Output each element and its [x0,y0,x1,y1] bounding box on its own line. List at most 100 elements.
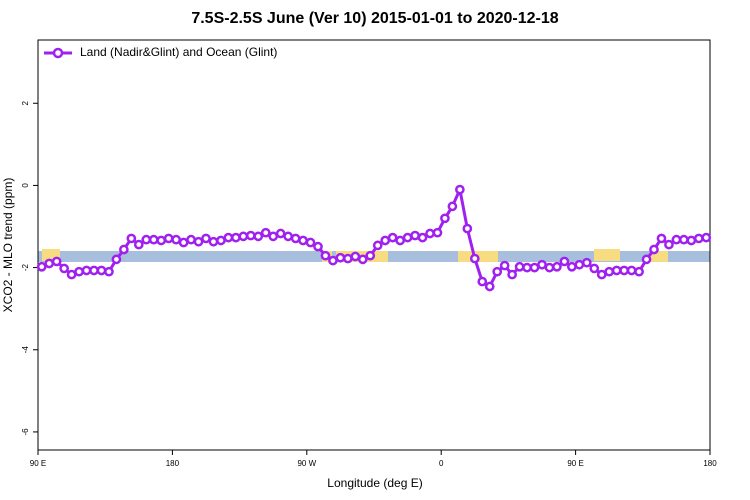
point [544,262,555,273]
point [589,263,600,274]
point [275,228,286,239]
point [111,254,122,265]
point [492,266,503,277]
point [634,266,644,277]
point [245,230,256,241]
point [59,263,69,274]
point [260,227,271,238]
point [559,256,570,267]
point [290,233,301,244]
point [581,257,592,268]
point [477,276,488,287]
land-band [594,249,620,261]
point [133,239,144,250]
point [567,261,577,272]
point [432,227,443,238]
point [529,262,540,273]
x-tick-label: 90 W [297,459,316,468]
point [425,228,435,239]
point [141,234,152,245]
point [171,234,181,245]
x-axis-label: Longitude (deg E) [327,476,422,490]
point [410,230,420,241]
point [693,233,704,244]
point [671,234,682,245]
point [283,231,293,242]
point [253,231,264,242]
point [313,241,323,252]
point [611,265,622,276]
point [626,265,637,276]
point [484,281,495,292]
point [328,255,338,266]
point [208,236,219,247]
point [455,184,465,195]
point [104,266,114,277]
legend-label: Land (Nadir&Glint) and Ocean (Glint) [80,45,277,59]
legend-marker [52,47,64,59]
point [604,266,615,277]
point [343,253,353,264]
point [126,233,137,244]
point [320,250,331,261]
x-tick-label: 0 [439,459,444,468]
point [74,266,84,277]
y-axis-label: XCO2 - MLO trend (ppm) [1,178,15,313]
point [507,269,517,280]
point [350,251,361,262]
point [186,234,196,245]
point [156,235,167,246]
x-tick-label: 90 E [567,459,583,468]
y-tick-label: -2 [21,263,30,271]
point [201,233,211,244]
point [298,235,308,246]
point [701,232,712,243]
point [305,237,316,248]
point [499,260,510,271]
y-tick-label: 2 [21,100,30,105]
point [395,235,405,246]
point [223,232,234,243]
x-tick-label: 90 E [30,459,46,468]
point [649,244,659,255]
point [178,237,189,248]
point [641,254,652,265]
point [231,232,241,243]
point [44,258,55,269]
land-band [650,251,668,262]
point [216,235,226,246]
point [365,250,376,261]
point [447,201,458,212]
point [522,262,532,273]
point [440,213,450,224]
point [238,231,249,242]
point [335,252,346,263]
point [596,269,607,280]
y-tick-label: 0 [21,183,30,188]
point [119,244,129,255]
point [163,233,174,244]
point [268,231,279,242]
point [619,265,629,276]
y-tick-label: -6 [21,428,30,436]
point [96,265,107,276]
plot-frame [37,39,711,451]
point [462,223,473,234]
point [537,259,547,270]
point [417,232,428,243]
point [380,235,391,246]
point [679,234,689,245]
point [89,265,99,276]
chart-title: 7.5S-2.5S June (Ver 10) 2015-01-01 to 20… [191,10,558,27]
x-tick-label: 180 [703,459,717,468]
point [656,233,667,244]
point [664,239,674,250]
point [51,256,62,267]
y-tick-label: -4 [21,346,30,354]
x-tick-label: 180 [166,459,180,468]
point [686,235,697,246]
point [387,232,398,243]
point [402,232,413,243]
point [193,236,204,247]
